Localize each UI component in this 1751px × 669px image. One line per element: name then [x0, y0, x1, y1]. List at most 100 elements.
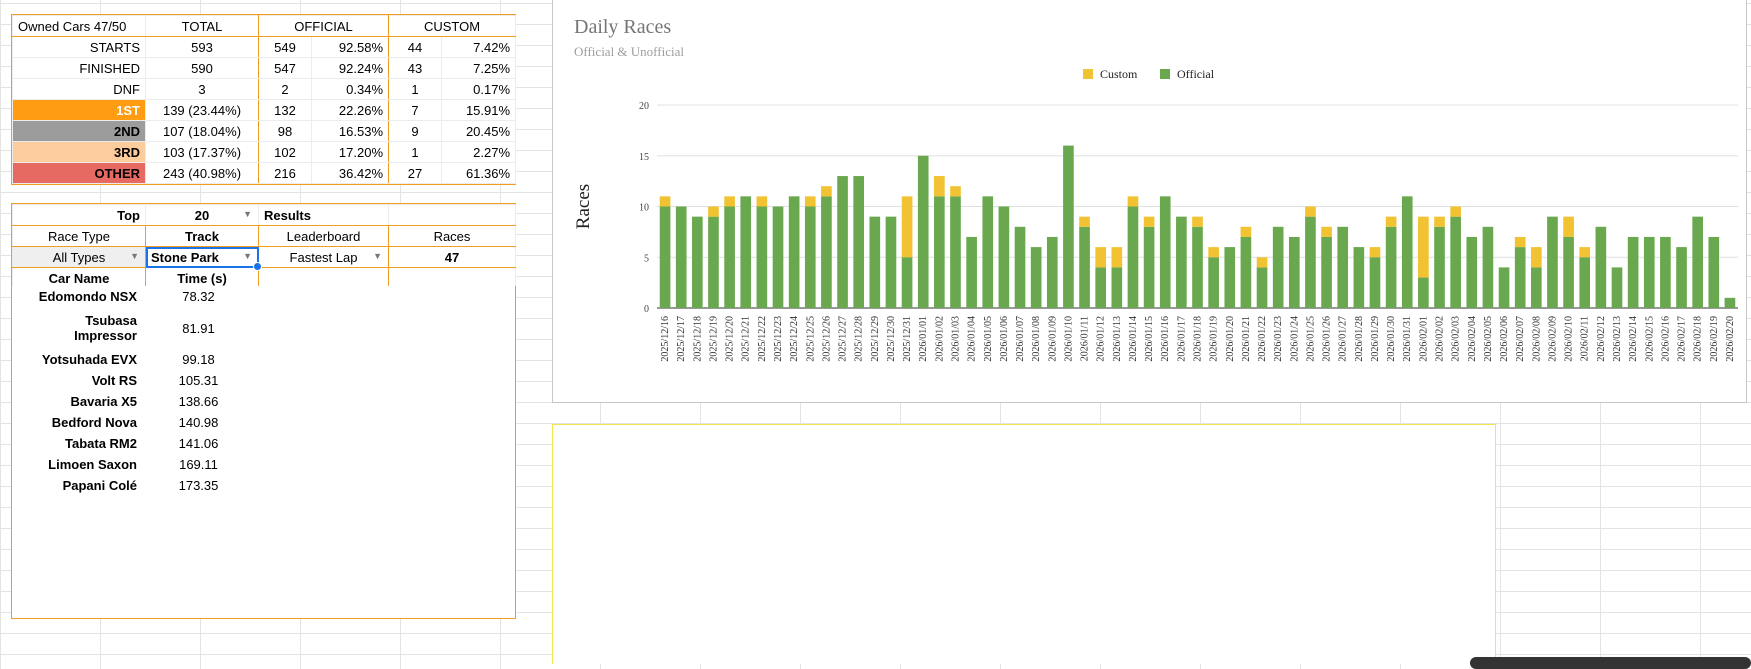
official-count[interactable]: 2 — [258, 78, 312, 100]
list-item[interactable]: Volt RS 105.31 — [12, 370, 515, 391]
time-header[interactable]: Time (s) — [145, 267, 259, 289]
custom-count[interactable]: 1 — [388, 78, 443, 100]
dropdown-arrow-icon[interactable]: ▼ — [130, 251, 139, 261]
official-percent[interactable]: 92.58% — [310, 36, 390, 58]
list-item[interactable]: Yotsuhada EVX 99.18 — [12, 349, 515, 370]
custom-header[interactable]: CUSTOM — [388, 15, 517, 37]
leaderboard-label[interactable]: Leaderboard — [258, 225, 389, 247]
custom-percent[interactable]: 20.45% — [441, 120, 517, 142]
track-label[interactable]: Track — [145, 225, 259, 247]
custom-percent[interactable]: 15.91% — [441, 99, 517, 121]
race-type-label[interactable]: Race Type — [12, 225, 146, 247]
official-count[interactable]: 547 — [258, 57, 312, 79]
x-tick-label: 2025/12/17 — [676, 316, 687, 362]
chart-canvas: 0 5 10 15 20 Races 2025/12/16 2025/12/17 2025/12… — [573, 67, 1738, 362]
list-item[interactable]: Limoen Saxon 169.11 — [12, 454, 515, 475]
custom-percent[interactable]: 7.42% — [441, 36, 517, 58]
custom-percent[interactable]: 7.25% — [441, 57, 517, 79]
total-value[interactable]: 103 (17.37%) — [145, 141, 259, 163]
custom-percent[interactable]: 61.36% — [441, 162, 517, 184]
official-count[interactable]: 216 — [258, 162, 312, 184]
car-name: Tabata RM2 — [65, 436, 137, 451]
list-item[interactable]: Edomondo NSX 78.32 — [12, 286, 515, 307]
custom-percent[interactable]: 0.17% — [441, 78, 517, 100]
empty-cell[interactable] — [388, 267, 516, 289]
races-label[interactable]: Races — [388, 225, 516, 247]
empty-cell[interactable] — [388, 204, 516, 226]
top-label[interactable]: Top — [12, 204, 146, 226]
official-count[interactable]: 102 — [258, 141, 312, 163]
list-item[interactable]: Bavaria X5 138.66 — [12, 391, 515, 412]
row-label[interactable]: 1ST — [12, 99, 146, 121]
race-type-dropdown[interactable]: All Types ▼ — [12, 246, 146, 268]
bar-official — [1224, 247, 1236, 308]
bar-official — [1208, 257, 1219, 308]
car-name: Bavaria X5 — [70, 394, 138, 409]
total-value[interactable]: 107 (18.04%) — [145, 120, 259, 142]
custom-count[interactable]: 1 — [388, 141, 443, 163]
empty-chart-placeholder[interactable] — [552, 424, 1496, 664]
dropdown-arrow-icon[interactable]: ▼ — [243, 251, 252, 261]
row-label[interactable]: STARTS — [12, 36, 146, 58]
custom-count[interactable]: 43 — [388, 57, 443, 79]
bar-official — [1498, 267, 1510, 308]
track-dropdown[interactable]: Stone Park ▼ — [145, 246, 262, 271]
bar-official — [1514, 247, 1526, 308]
row-label[interactable]: DNF — [12, 78, 146, 100]
official-percent[interactable]: 17.20% — [310, 141, 390, 163]
stats-row-starts: STARTS 593 549 92.58% 44 7.42% — [12, 36, 517, 58]
custom-count[interactable]: 27 — [388, 162, 443, 184]
horizontal-scrollbar[interactable] — [1470, 657, 1751, 669]
dropdown-arrow-icon[interactable]: ▼ — [373, 251, 382, 261]
custom-count[interactable]: 44 — [388, 36, 443, 58]
x-tick-label: 2026/01/12 — [1096, 316, 1107, 362]
daily-races-chart[interactable]: Daily Races Official & Unofficial 0 5 10 15… — [552, 0, 1747, 403]
list-item[interactable]: Papani Colé 173.35 — [12, 475, 515, 496]
row-label[interactable]: 3RD — [12, 141, 146, 163]
bar-official — [1627, 236, 1639, 308]
bar-official — [950, 196, 961, 308]
races-count[interactable]: 47 — [388, 246, 516, 268]
bar-official — [1079, 226, 1090, 308]
official-percent[interactable]: 22.26% — [310, 99, 390, 121]
x-tick-label: 2026/01/22 — [1257, 316, 1268, 362]
row-label[interactable]: 2ND — [12, 120, 146, 142]
bar-official — [1046, 236, 1058, 308]
bar-official — [659, 206, 671, 308]
dropdown-arrow-icon[interactable]: ▼ — [243, 209, 252, 219]
row-label[interactable]: FINISHED — [12, 57, 146, 79]
official-count[interactable]: 98 — [258, 120, 312, 142]
official-count[interactable]: 549 — [258, 36, 312, 58]
official-percent[interactable]: 0.34% — [310, 78, 390, 100]
x-tick-label: 2025/12/24 — [789, 316, 800, 362]
total-value[interactable]: 139 (23.44%) — [145, 99, 259, 121]
official-percent[interactable]: 36.42% — [310, 162, 390, 184]
official-percent[interactable]: 92.24% — [310, 57, 390, 79]
custom-count[interactable]: 9 — [388, 120, 443, 142]
bar-official — [772, 206, 784, 308]
results-label[interactable]: Results — [258, 204, 389, 226]
owned-cars-cell[interactable]: Owned Cars 47/50 — [12, 15, 146, 37]
list-item[interactable]: Tsubasa Impressor 81.91 — [12, 307, 515, 349]
custom-count[interactable]: 7 — [388, 99, 443, 121]
top-count-dropdown[interactable]: 20 ▼ — [145, 204, 259, 226]
official-percent[interactable]: 16.53% — [310, 120, 390, 142]
bar-custom — [659, 196, 671, 207]
total-value[interactable]: 243 (40.98%) — [145, 162, 259, 184]
leaderboard-dropdown[interactable]: Fastest Lap ▼ — [258, 246, 389, 268]
official-count[interactable]: 132 — [258, 99, 312, 121]
total-value[interactable]: 593 — [145, 36, 259, 58]
x-tick-label: 2026/02/05 — [1483, 316, 1494, 362]
total-value[interactable]: 3 — [145, 78, 259, 100]
official-header[interactable]: OFFICIAL — [257, 15, 390, 37]
total-header[interactable]: TOTAL — [145, 15, 259, 37]
x-tick-label: 2026/01/06 — [999, 316, 1010, 362]
race-type-value: All Types — [52, 249, 106, 265]
list-item[interactable]: Bedford Nova 140.98 — [12, 412, 515, 433]
lap-time: 81.91 — [182, 320, 215, 336]
row-label[interactable]: OTHER — [12, 162, 146, 184]
list-item[interactable]: Tabata RM2 141.06 — [12, 433, 515, 454]
custom-percent[interactable]: 2.27% — [441, 141, 517, 163]
bar-official — [982, 196, 994, 308]
total-value[interactable]: 590 — [145, 57, 259, 79]
